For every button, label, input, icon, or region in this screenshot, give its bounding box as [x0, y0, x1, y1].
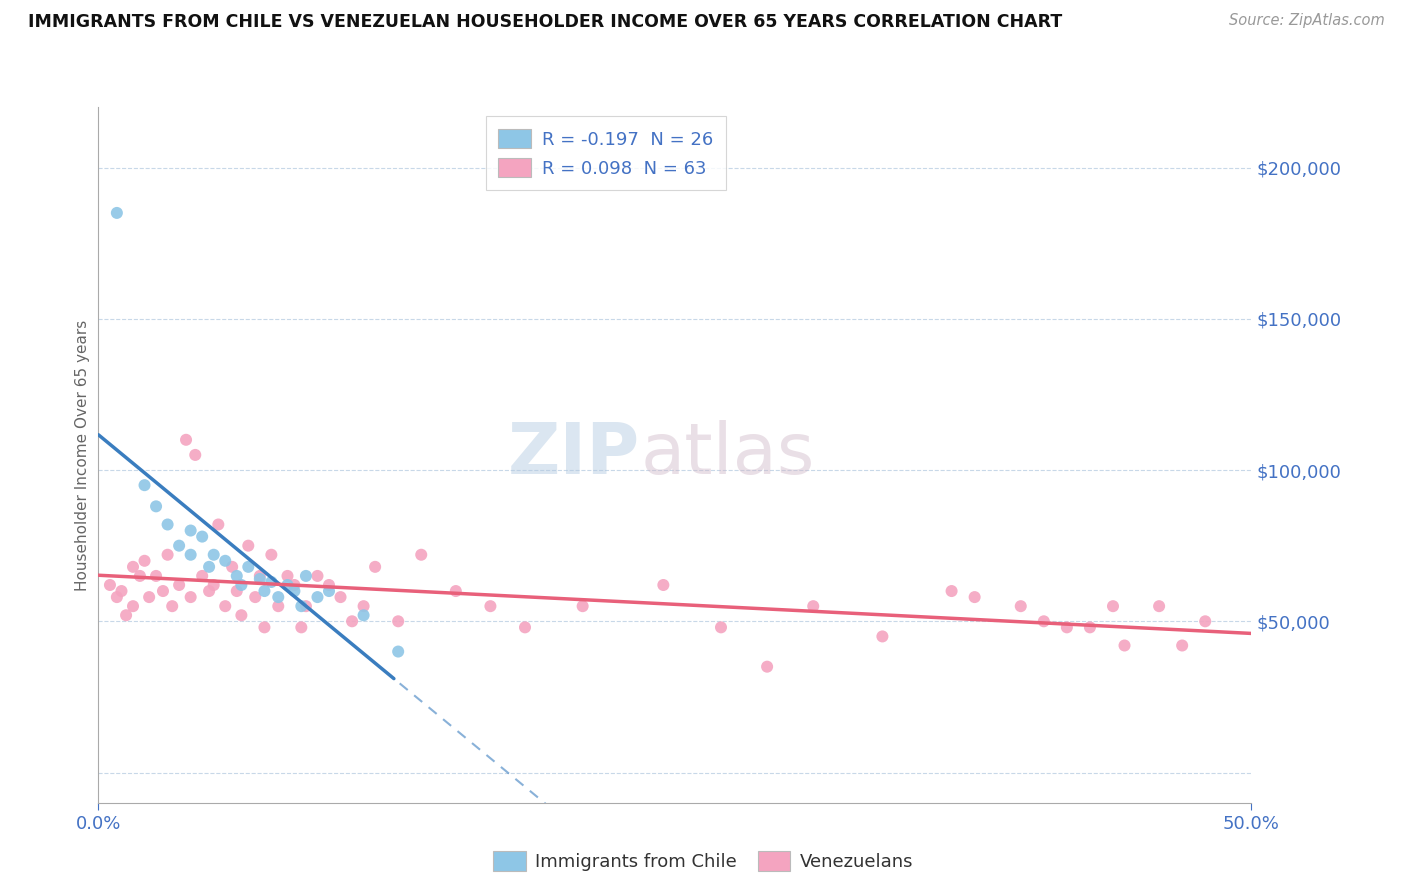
Point: [710, 620, 733, 634]
Point: [134, 478, 156, 492]
Point: [411, 548, 433, 562]
Point: [290, 599, 312, 614]
Point: [353, 599, 375, 614]
Point: [307, 590, 329, 604]
Point: [253, 584, 276, 599]
Point: [214, 599, 236, 614]
Point: [571, 599, 593, 614]
Point: [756, 659, 779, 673]
Text: ZIP: ZIP: [508, 420, 640, 490]
Point: [1032, 615, 1054, 629]
Point: [191, 530, 214, 544]
Point: [295, 599, 318, 614]
Point: [1078, 620, 1101, 634]
Point: [801, 599, 824, 614]
Point: [276, 569, 298, 583]
Point: [1194, 615, 1216, 629]
Point: [295, 569, 318, 583]
Point: [180, 524, 202, 538]
Point: [245, 590, 267, 604]
Point: [129, 569, 152, 583]
Point: [207, 517, 229, 532]
Point: [238, 539, 260, 553]
Point: [202, 548, 225, 562]
Point: [267, 599, 290, 614]
Point: [225, 569, 247, 583]
Point: [167, 539, 190, 553]
Point: [1114, 639, 1136, 653]
Point: [110, 584, 132, 599]
Text: IMMIGRANTS FROM CHILE VS VENEZUELAN HOUSEHOLDER INCOME OVER 65 YEARS CORRELATION: IMMIGRANTS FROM CHILE VS VENEZUELAN HOUS…: [28, 13, 1063, 31]
Point: [1147, 599, 1170, 614]
Point: [307, 569, 329, 583]
Point: [444, 584, 467, 599]
Point: [340, 615, 363, 629]
Point: [353, 608, 375, 623]
Point: [105, 590, 128, 604]
Legend: Immigrants from Chile, Venezuelans: Immigrants from Chile, Venezuelans: [486, 844, 920, 879]
Point: [145, 500, 167, 514]
Point: [152, 584, 174, 599]
Point: [122, 559, 145, 574]
Point: [180, 590, 202, 604]
Y-axis label: Householder Income Over 65 years: Householder Income Over 65 years: [75, 319, 90, 591]
Point: [249, 569, 271, 583]
Point: [249, 572, 271, 586]
Point: [364, 559, 387, 574]
Point: [283, 578, 305, 592]
Point: [145, 569, 167, 583]
Text: atlas: atlas: [640, 420, 814, 490]
Point: [253, 620, 276, 634]
Point: [198, 559, 221, 574]
Point: [872, 629, 894, 643]
Point: [329, 590, 352, 604]
Point: [387, 644, 409, 658]
Point: [122, 599, 145, 614]
Point: [115, 608, 138, 623]
Point: [138, 590, 160, 604]
Point: [134, 554, 156, 568]
Point: [387, 615, 409, 629]
Point: [198, 584, 221, 599]
Point: [238, 559, 260, 574]
Point: [156, 517, 179, 532]
Point: [231, 608, 253, 623]
Point: [180, 548, 202, 562]
Point: [231, 578, 253, 592]
Point: [963, 590, 986, 604]
Point: [276, 578, 298, 592]
Text: Source: ZipAtlas.com: Source: ZipAtlas.com: [1229, 13, 1385, 29]
Point: [98, 578, 121, 592]
Point: [1171, 639, 1194, 653]
Point: [184, 448, 207, 462]
Point: [1010, 599, 1032, 614]
Point: [105, 206, 128, 220]
Point: [513, 620, 536, 634]
Point: [318, 584, 340, 599]
Point: [191, 569, 214, 583]
Point: [221, 559, 243, 574]
Point: [267, 590, 290, 604]
Point: [1102, 599, 1125, 614]
Point: [260, 574, 283, 589]
Point: [1056, 620, 1078, 634]
Point: [156, 548, 179, 562]
Point: [214, 554, 236, 568]
Point: [941, 584, 963, 599]
Point: [318, 578, 340, 592]
Point: [225, 584, 247, 599]
Point: [167, 578, 190, 592]
Point: [260, 548, 283, 562]
Point: [290, 620, 312, 634]
Point: [479, 599, 502, 614]
Point: [283, 584, 305, 599]
Point: [202, 578, 225, 592]
Legend: R = -0.197  N = 26, R = 0.098  N = 63: R = -0.197 N = 26, R = 0.098 N = 63: [486, 116, 725, 190]
Point: [652, 578, 675, 592]
Point: [174, 433, 197, 447]
Point: [160, 599, 183, 614]
